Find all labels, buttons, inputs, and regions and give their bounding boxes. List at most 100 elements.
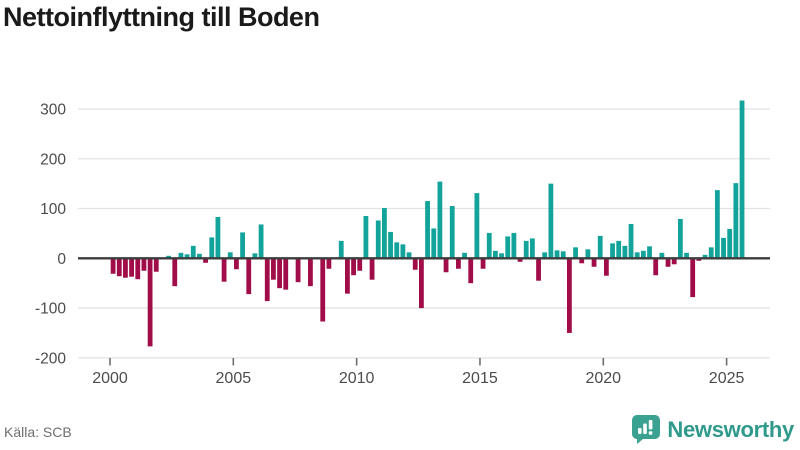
- bar-2009Q3: [345, 258, 350, 294]
- bar-2016Q4: [523, 240, 529, 259]
- bar-2024Q3: [714, 190, 720, 259]
- bar-2001Q2: [141, 258, 147, 271]
- bar-2015Q1: [480, 258, 486, 269]
- bar-2011Q4: [400, 244, 406, 259]
- bar-2002Q3: [172, 258, 178, 287]
- bar-2007Q1: [283, 258, 289, 290]
- x-tick-label-2025: 2025: [709, 370, 745, 387]
- logo-bar-small: [638, 428, 643, 434]
- bar-2016Q1: [505, 236, 511, 259]
- bar-2021Q4: [647, 246, 652, 259]
- bar-2018Q1: [554, 250, 560, 259]
- x-tick-label-2010: 2010: [339, 370, 375, 387]
- bar-2017Q3: [542, 252, 548, 259]
- x-tick-label-2005: 2005: [216, 370, 252, 387]
- x-tick-label-2000: 2000: [92, 370, 128, 387]
- bar-2005Q2: [240, 232, 245, 259]
- bar-2006Q4: [277, 258, 282, 289]
- bar-2008Q3: [320, 258, 326, 322]
- newsworthy-logo[interactable]: Newsworthy: [632, 415, 794, 444]
- bar-2003Q2: [190, 245, 196, 259]
- bar-2006Q3: [271, 258, 276, 280]
- page-title: Nettoinflyttning till Boden: [3, 2, 320, 32]
- bar-2002Q4: [178, 252, 184, 259]
- y-tick-label-200: 200: [40, 151, 66, 168]
- bar-2025Q2: [733, 183, 739, 259]
- bar-2005Q1: [234, 258, 239, 270]
- bar-2010Q3: [369, 258, 375, 280]
- bar-2024Q2: [708, 247, 714, 259]
- bar-2020Q4: [622, 245, 628, 259]
- bar-2012Q3: [419, 258, 424, 309]
- bar-2023Q4: [696, 258, 702, 261]
- bar-2011Q2: [388, 231, 393, 259]
- bar-2012Q4: [425, 201, 430, 259]
- bar-2018Q4: [573, 247, 578, 259]
- bar-2015Q2: [486, 232, 492, 259]
- bar-2019Q1: [579, 258, 585, 264]
- bar-2020Q1: [603, 258, 609, 276]
- bar-2025Q1: [727, 228, 733, 259]
- bar-2021Q3: [640, 250, 646, 259]
- bar-2000Q1: [110, 258, 116, 274]
- bar-2017Q1: [529, 238, 535, 259]
- bar-2023Q3: [690, 258, 696, 298]
- bar-2006Q2: [264, 258, 270, 302]
- bar-2021Q2: [634, 252, 640, 259]
- bar-2016Q3: [517, 258, 523, 262]
- bar-2014Q2: [462, 252, 467, 259]
- y-tick-label--200: -200: [35, 350, 66, 367]
- bar-2024Q4: [721, 237, 726, 259]
- bar-2019Q2: [585, 249, 591, 259]
- bar-2017Q4: [548, 183, 554, 259]
- bar-2020Q2: [610, 243, 615, 259]
- y-tick-label-100: 100: [40, 201, 66, 218]
- bar-2021Q1: [628, 223, 634, 259]
- bar-2008Q1: [308, 258, 313, 287]
- bar-2003Q4: [203, 258, 208, 263]
- bar-2013Q3: [443, 258, 449, 273]
- bar-2017Q2: [536, 258, 541, 281]
- bar-2010Q4: [375, 220, 381, 259]
- bar-2022Q2: [659, 252, 665, 259]
- bar-2013Q2: [437, 181, 443, 259]
- bar-2020Q3: [616, 240, 622, 259]
- bar-2004Q4: [227, 252, 233, 259]
- bar-2009Q2: [338, 240, 344, 259]
- bar-2002Q2: [166, 255, 171, 259]
- bar-2024Q1: [702, 254, 708, 259]
- bar-2004Q1: [209, 237, 215, 259]
- bar-2014Q3: [468, 258, 474, 284]
- bar-2009Q4: [351, 258, 356, 276]
- bar-2001Q3: [147, 258, 153, 347]
- bar-2013Q1: [431, 228, 437, 259]
- bar-2014Q4: [474, 193, 480, 259]
- brand-name: Newsworthy: [667, 416, 794, 442]
- bar-2018Q2: [560, 251, 566, 259]
- bar-2022Q3: [665, 258, 671, 267]
- source-label: Källa: SCB: [4, 424, 72, 440]
- bar-2005Q3: [246, 258, 252, 295]
- bar-2008Q4: [326, 258, 332, 269]
- bar-2011Q1: [382, 208, 387, 259]
- bar-2019Q4: [597, 235, 603, 259]
- bar-2005Q4: [252, 253, 258, 259]
- bar-2010Q1: [357, 258, 363, 271]
- bar-2022Q4: [671, 258, 677, 265]
- y-tick-label-0: 0: [57, 251, 66, 268]
- bar-2001Q1: [135, 258, 141, 280]
- bar-2003Q1: [184, 254, 190, 259]
- bar-2001Q4: [153, 258, 159, 272]
- logo-exclamation-dot: [649, 431, 653, 435]
- bar-2003Q3: [197, 253, 202, 259]
- bar-2004Q3: [221, 258, 227, 282]
- bar-2015Q4: [499, 253, 504, 259]
- logo-bar-tall: [643, 423, 648, 434]
- newsworthy-logo-icon: [632, 415, 661, 444]
- bar-2006Q1: [258, 224, 264, 259]
- bar-2023Q1: [677, 218, 683, 259]
- bar-2025Q3: [739, 100, 745, 259]
- bar-2016Q2: [511, 232, 517, 259]
